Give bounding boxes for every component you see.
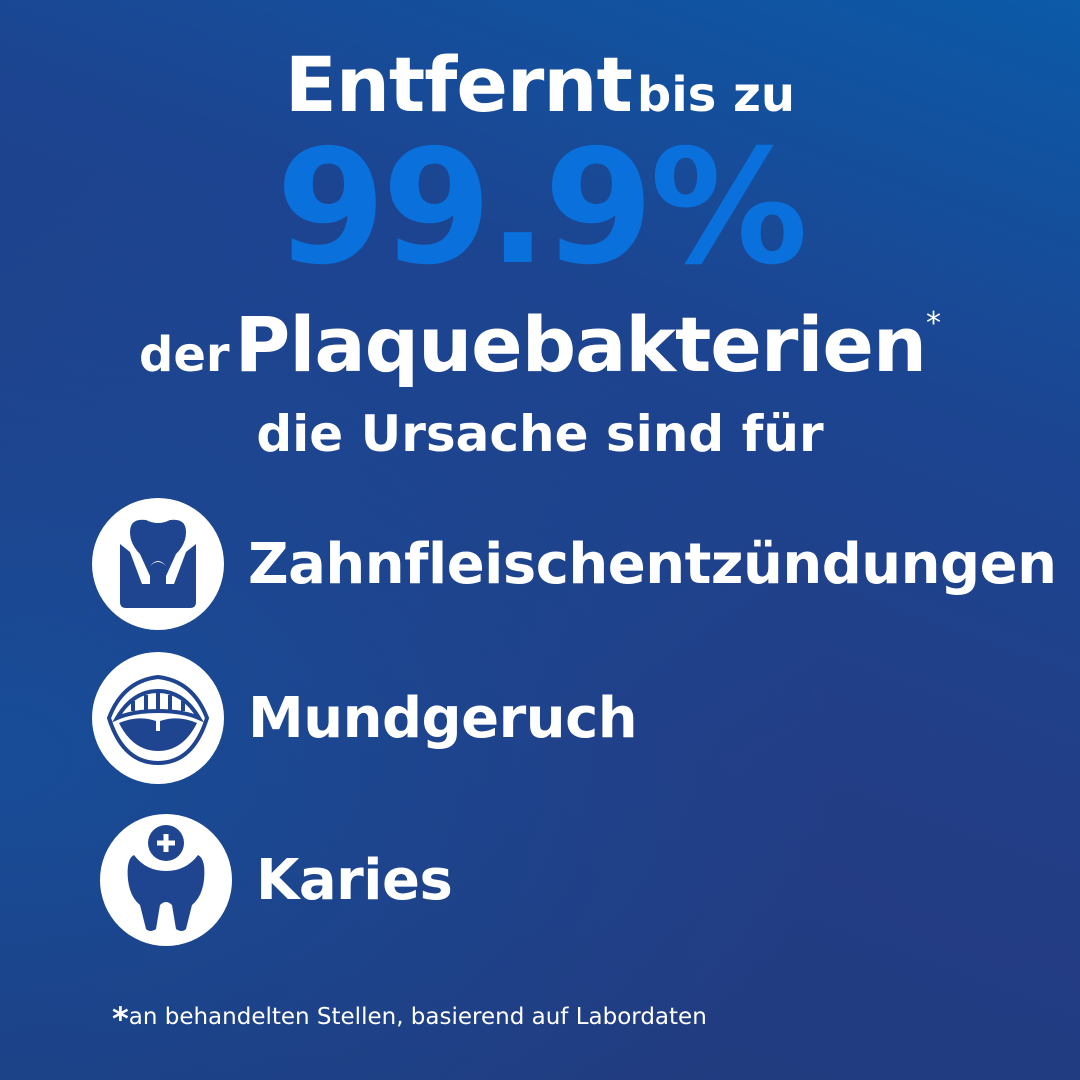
headline-entfernt: Entfernt — [284, 40, 633, 129]
footnote-text: an behandelten Stellen, basierend auf La… — [128, 1004, 707, 1030]
headline-line-1: Entfernt bis zu — [0, 40, 1080, 129]
tooth-cross-icon — [100, 814, 232, 946]
item-label: Mundgeruch — [248, 685, 638, 751]
gum-tooth-icon — [92, 498, 224, 630]
percent-value: 99.9% — [275, 116, 808, 300]
open-mouth-icon — [92, 652, 224, 784]
headline-line-4: die Ursache sind für — [256, 405, 824, 463]
item-label: Karies — [256, 847, 453, 913]
list-item-gingivitis: Zahnfleischentzündungen — [92, 498, 1057, 630]
footnote-asterisk: * — [112, 1000, 129, 1038]
headline-bis-zu: bis zu — [636, 67, 796, 123]
footnote: *an behandelten Stellen, basierend auf L… — [112, 1000, 707, 1042]
list-item-bad-breath: Mundgeruch — [92, 652, 638, 784]
asterisk: * — [926, 306, 942, 341]
headline-plaquebakterien: Plaquebakterien — [234, 300, 927, 389]
list-item-caries: Karies — [100, 814, 453, 946]
headline-line-3: der Plaquebakterien* — [0, 300, 1080, 389]
headline-der: der — [138, 327, 230, 383]
item-label: Zahnfleischentzündungen — [248, 531, 1057, 597]
